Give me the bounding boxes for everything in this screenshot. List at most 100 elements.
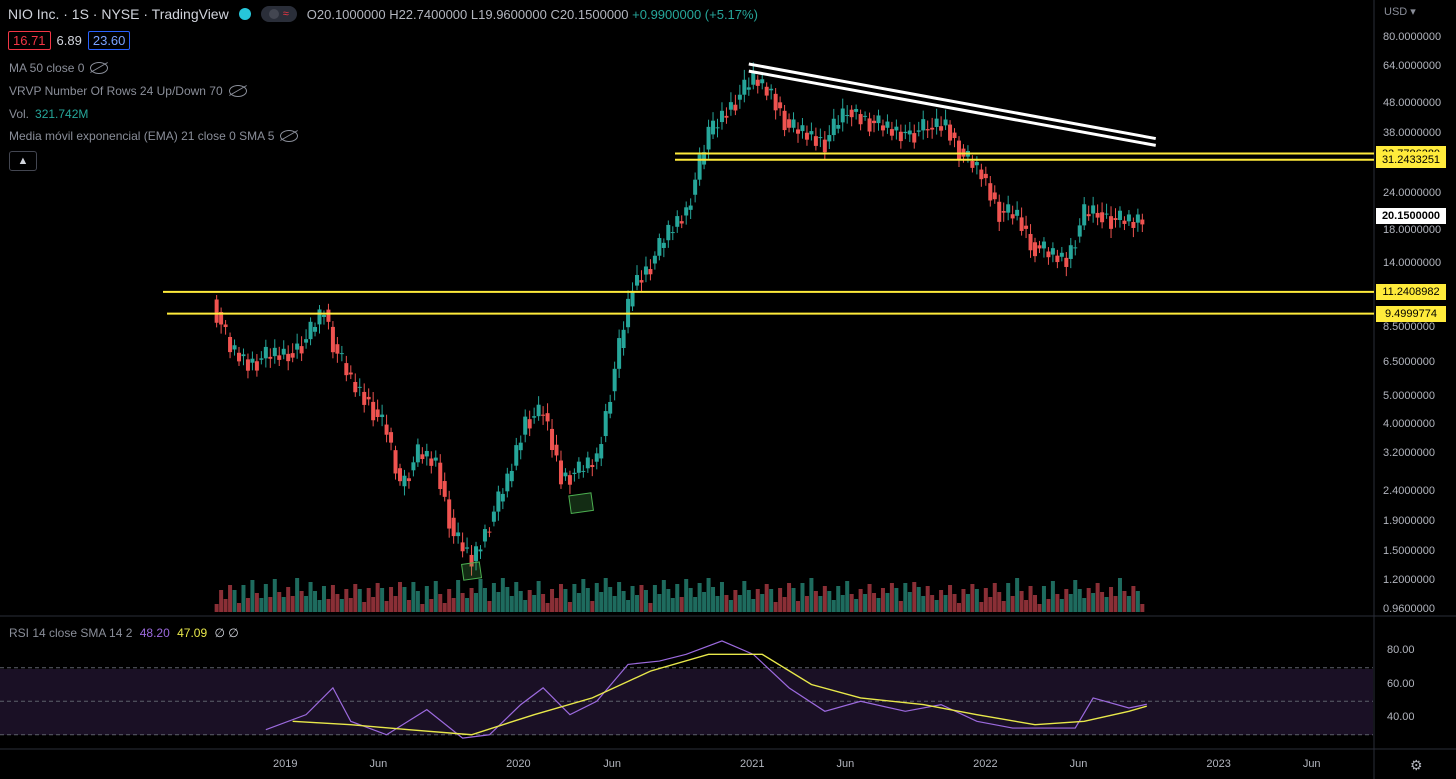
indicator-volume[interactable]: Vol. 321.742M: [9, 107, 88, 121]
indicator-ema[interactable]: Media móvil exponencial (EMA) 21 close 0…: [9, 129, 299, 143]
volume-bar: [1001, 601, 1006, 612]
rsi-legend[interactable]: RSI 14 close SMA 14 2 48.20 47.09 ∅ ∅: [9, 626, 239, 640]
volume-bar: [317, 600, 322, 612]
candle-body: [778, 102, 783, 109]
current-price-tag: 20.1500000: [1376, 208, 1446, 225]
volume-bar: [371, 597, 376, 612]
candle-body: [514, 445, 519, 466]
candle-body: [442, 481, 447, 497]
candle-body: [635, 275, 640, 286]
volume-bar: [272, 579, 277, 612]
volume-bar: [804, 596, 809, 612]
price-axis-label: 14.0000000: [1383, 256, 1442, 269]
volume-bar: [760, 594, 765, 612]
candle-body: [1028, 233, 1033, 251]
candle-body: [353, 381, 358, 393]
indicator-vrvp[interactable]: VRVP Number Of Rows 24 Up/Down 70: [9, 84, 247, 98]
currency-selector[interactable]: USD ▾: [1384, 6, 1416, 18]
volume-value: 321.742M: [35, 107, 89, 121]
candle-body: [943, 119, 948, 126]
volume-bar: [576, 593, 581, 612]
volume-bar: [563, 589, 568, 612]
sell-button[interactable]: 16.71: [8, 31, 51, 50]
candle-body: [679, 221, 684, 224]
volume-bar: [326, 599, 331, 612]
volume-bar: [813, 591, 818, 612]
candle-body: [433, 457, 438, 461]
volume-bar: [876, 598, 881, 612]
volume-bar: [1024, 600, 1029, 612]
volume-bar: [550, 589, 555, 612]
volume-bar: [840, 595, 845, 612]
level-price-tag: 9.4999774: [1376, 305, 1446, 322]
candle-body: [930, 127, 935, 130]
volume-bar: [889, 583, 894, 612]
volume-bar: [769, 589, 774, 612]
candle-body: [491, 511, 496, 522]
volume-bar: [921, 596, 926, 612]
candle-body: [518, 442, 523, 451]
candle-body: [921, 119, 926, 131]
candle-body: [630, 290, 635, 307]
buy-button[interactable]: 23.60: [87, 31, 131, 50]
candle-body: [702, 152, 707, 165]
candle-body: [1073, 247, 1078, 249]
flag-toggle[interactable]: ≈: [260, 6, 297, 22]
hide-eye-icon[interactable]: [280, 130, 299, 142]
volume-bar: [612, 596, 617, 612]
volume-bar: [599, 592, 604, 612]
gear-icon[interactable]: ⚙: [1410, 757, 1423, 773]
candle-body: [742, 79, 747, 95]
hide-eye-icon[interactable]: [228, 85, 247, 97]
volume-bar: [429, 599, 434, 612]
annotation-box: [568, 492, 594, 514]
volume-bar: [219, 590, 224, 612]
volume-bar: [675, 584, 680, 612]
volume-bar: [617, 582, 622, 612]
candle-body: [1001, 211, 1006, 213]
candle-body: [429, 458, 434, 466]
volume-bar: [997, 592, 1002, 612]
candle-body: [675, 216, 680, 227]
candle-body: [997, 201, 1002, 222]
candle-body: [787, 119, 792, 128]
volume-bar: [290, 596, 295, 612]
volume-bar: [228, 585, 233, 612]
price-axis-label: 1.2000000: [1383, 574, 1435, 587]
candle-body: [1131, 222, 1136, 228]
time-axis-label: Jun: [836, 758, 855, 770]
volume-bar: [232, 590, 237, 612]
candle-body: [375, 409, 380, 418]
time-axis-label: 2023: [1206, 758, 1231, 770]
volume-bar: [800, 583, 805, 612]
candle-body: [1104, 213, 1109, 215]
candle-body: [232, 345, 237, 350]
candle-body: [603, 411, 608, 437]
volume-bar: [1033, 595, 1038, 612]
volume-bar: [755, 589, 760, 612]
candle-body: [397, 468, 402, 482]
candle-body: [1037, 245, 1042, 249]
candle-body: [1055, 255, 1060, 263]
candle-body: [612, 368, 617, 392]
volume-bar: [925, 586, 930, 612]
candle-body: [804, 132, 809, 140]
volume-bar: [1073, 580, 1078, 612]
hide-eye-icon[interactable]: [90, 62, 109, 74]
volume-bar: [380, 588, 385, 612]
candle-body: [746, 87, 751, 90]
candle-body: [795, 129, 800, 134]
volume-bar: [1113, 596, 1118, 612]
volume-bar: [357, 589, 362, 612]
candle-body: [791, 119, 796, 128]
candle-body: [836, 124, 841, 129]
volume-bar: [1015, 578, 1020, 612]
indicator-ma50[interactable]: MA 50 close 0: [9, 61, 109, 75]
symbol-title[interactable]: NIO Inc. · 1S · NYSE · TradingView: [8, 6, 229, 22]
volume-bar: [818, 596, 823, 612]
collapse-legend-button[interactable]: ▲: [9, 151, 37, 171]
volume-bar: [693, 597, 698, 612]
candle-body: [1064, 257, 1069, 267]
candle-body: [237, 352, 242, 362]
